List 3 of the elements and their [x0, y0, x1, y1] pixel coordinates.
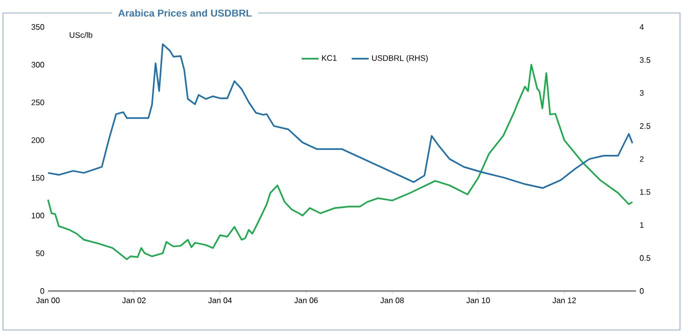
line-series — [47, 43, 634, 189]
line-series — [47, 64, 634, 260]
chart-title: Arabica Prices and USDBRL — [118, 9, 252, 17]
